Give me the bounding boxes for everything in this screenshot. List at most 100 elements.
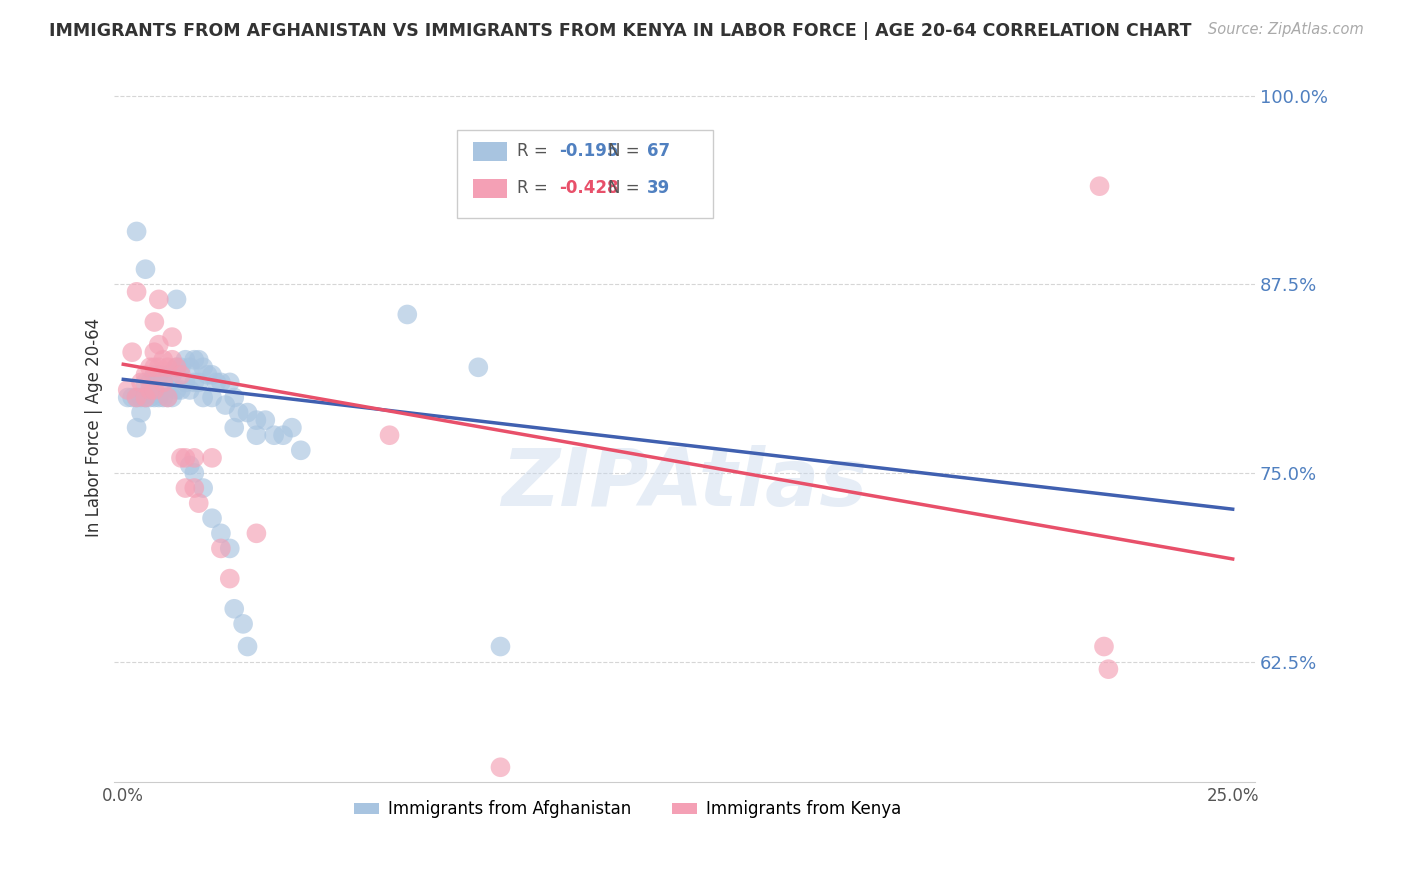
Point: [152, 352, 174, 367]
Point: [179, 458, 201, 473]
Point: [1088, 179, 1111, 194]
Point: [125, 285, 148, 299]
Y-axis label: In Labor Force | Age 20-64: In Labor Force | Age 20-64: [86, 318, 103, 537]
Point: [290, 443, 312, 458]
Point: [174, 481, 197, 495]
Point: [191, 481, 214, 495]
Point: [489, 760, 512, 774]
Point: [183, 352, 205, 367]
Text: R =: R =: [517, 179, 553, 197]
Point: [218, 376, 240, 390]
Point: [148, 368, 170, 382]
Point: [156, 360, 179, 375]
Legend: Immigrants from Afghanistan, Immigrants from Kenya: Immigrants from Afghanistan, Immigrants …: [347, 794, 908, 825]
Point: [218, 572, 240, 586]
Point: [152, 376, 174, 390]
Point: [209, 526, 232, 541]
Text: Source: ZipAtlas.com: Source: ZipAtlas.com: [1208, 22, 1364, 37]
Text: 67: 67: [647, 142, 671, 160]
Point: [143, 315, 166, 329]
Point: [148, 360, 170, 375]
Point: [125, 391, 148, 405]
Point: [117, 383, 139, 397]
Point: [205, 376, 228, 390]
Text: -0.428: -0.428: [560, 179, 619, 197]
Point: [143, 345, 166, 359]
Point: [129, 406, 152, 420]
Point: [129, 391, 152, 405]
Point: [1092, 640, 1115, 654]
Point: [197, 368, 219, 382]
Text: N =: N =: [609, 142, 645, 160]
Point: [143, 391, 166, 405]
Point: [160, 330, 183, 344]
Point: [187, 352, 209, 367]
FancyBboxPatch shape: [472, 142, 506, 161]
Point: [166, 383, 188, 397]
Point: [170, 450, 193, 465]
Point: [179, 360, 201, 375]
Point: [183, 450, 205, 465]
Point: [139, 391, 162, 405]
Point: [121, 345, 143, 359]
Point: [134, 391, 156, 405]
Point: [209, 376, 232, 390]
Point: [187, 376, 209, 390]
Point: [170, 383, 193, 397]
Point: [174, 450, 197, 465]
Point: [245, 428, 267, 442]
Point: [201, 450, 224, 465]
Point: [125, 420, 148, 434]
FancyBboxPatch shape: [472, 178, 506, 198]
Point: [148, 337, 170, 351]
Point: [160, 368, 183, 382]
Point: [152, 376, 174, 390]
Point: [183, 466, 205, 480]
Point: [139, 376, 162, 390]
Point: [224, 420, 246, 434]
Point: [170, 368, 193, 382]
Point: [117, 391, 139, 405]
Text: N =: N =: [609, 179, 645, 197]
Point: [134, 391, 156, 405]
Point: [201, 368, 224, 382]
Point: [160, 352, 183, 367]
Point: [148, 293, 170, 307]
Point: [170, 360, 193, 375]
Point: [271, 428, 294, 442]
Point: [218, 541, 240, 556]
Point: [187, 496, 209, 510]
Point: [183, 481, 205, 495]
Point: [160, 391, 183, 405]
Point: [191, 360, 214, 375]
Point: [152, 391, 174, 405]
Point: [179, 383, 201, 397]
Text: 39: 39: [647, 179, 671, 197]
Text: -0.195: -0.195: [560, 142, 619, 160]
Point: [245, 413, 267, 427]
Point: [214, 398, 236, 412]
Point: [378, 428, 401, 442]
Point: [121, 391, 143, 405]
Point: [281, 420, 304, 434]
Point: [139, 360, 162, 375]
Point: [156, 368, 179, 382]
Point: [467, 360, 489, 375]
FancyBboxPatch shape: [457, 129, 713, 219]
Point: [236, 406, 259, 420]
Point: [201, 511, 224, 525]
Point: [148, 391, 170, 405]
Point: [166, 293, 188, 307]
Point: [224, 601, 246, 615]
Point: [183, 376, 205, 390]
Point: [263, 428, 285, 442]
Point: [191, 391, 214, 405]
Text: R =: R =: [517, 142, 553, 160]
Point: [245, 526, 267, 541]
Point: [254, 413, 277, 427]
Point: [174, 352, 197, 367]
Point: [396, 308, 419, 322]
Point: [174, 376, 197, 390]
Point: [143, 360, 166, 375]
Point: [232, 616, 254, 631]
